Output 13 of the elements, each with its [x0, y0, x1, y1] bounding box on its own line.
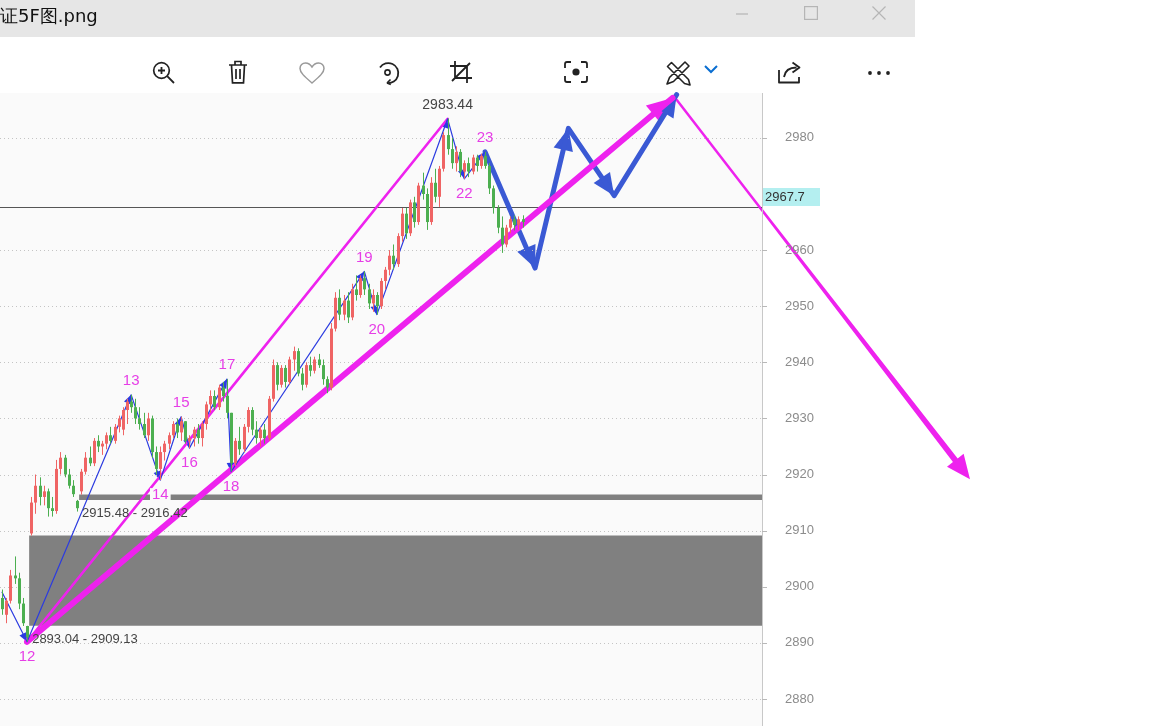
y-tick-label: 2900: [785, 578, 814, 594]
y-tick-label: 2890: [785, 634, 814, 650]
y-tick-label: 2920: [785, 466, 814, 482]
ref-line-label: 2967.7: [765, 188, 805, 204]
y-tick-label: 2980: [785, 129, 814, 145]
y-tick-label: 2910: [785, 522, 814, 538]
annotation: 12: [18, 646, 36, 664]
y-tick-label: 2930: [785, 409, 814, 425]
y-tick-label: 2880: [785, 690, 814, 706]
annotation: 2983.44: [422, 95, 474, 112]
chart-title: 证5F图.png: [0, 5, 98, 27]
y-tick-label: 2940: [785, 353, 814, 369]
y-tick-label: 2950: [785, 297, 814, 313]
